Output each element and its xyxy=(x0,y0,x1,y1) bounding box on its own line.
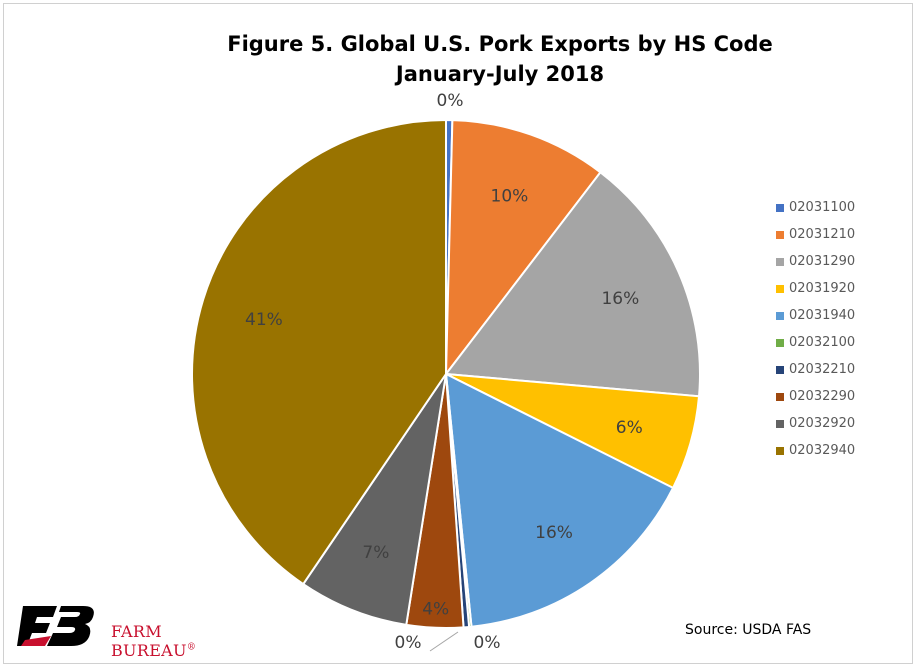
pie-data-labels: 0%10%16%6%16%0% 0%4%7%41% xyxy=(245,91,643,653)
source-note: Source: USDA FAS xyxy=(685,622,812,638)
logo-text: FARM BUREAU xyxy=(111,622,187,660)
legend-swatch xyxy=(776,311,784,320)
leader-line-02032100 xyxy=(429,631,459,652)
legend-swatch xyxy=(776,365,784,374)
title-line: Figure 5. Global U.S. Pork Exports by HS… xyxy=(227,32,773,56)
label-leader-lines xyxy=(429,631,459,652)
legend-item-02032920: 02032920 xyxy=(776,410,855,437)
legend-item-02032100: 02032100 xyxy=(776,329,855,356)
legend-label: 02031920 xyxy=(789,281,856,296)
legend-label: 02032940 xyxy=(789,443,856,458)
legend-item-02032290: 02032290 xyxy=(776,383,855,410)
farm-bureau-logo-text: FARM BUREAU® xyxy=(111,622,247,660)
legend-item-02031210: 02031210 xyxy=(776,221,855,248)
data-label-02031210: 10% xyxy=(491,186,529,206)
legend-item-02031290: 02031290 xyxy=(776,248,855,275)
legend-swatch xyxy=(776,338,784,347)
legend-label: 02031290 xyxy=(789,254,856,269)
data-label-02032940: 41% xyxy=(245,310,283,330)
legend-label: 02032210 xyxy=(789,362,856,377)
legend-swatch xyxy=(776,392,784,401)
legend-label: 02032920 xyxy=(789,416,856,431)
data-label-02032920: 7% xyxy=(362,543,389,563)
data-label-02031920: 6% xyxy=(616,418,643,438)
farm-bureau-logo: FARM BUREAU® xyxy=(17,604,247,660)
legend-label: 02032290 xyxy=(789,389,856,404)
pie-slice-02032940 xyxy=(191,118,447,586)
subtitle-line: January-July 2018 xyxy=(395,62,605,86)
legend-item-02032210: 02032210 xyxy=(776,356,855,383)
data-label-02032290: 4% xyxy=(422,599,449,619)
legend-swatch xyxy=(776,257,784,266)
data-label-02032210: 0% xyxy=(474,633,501,653)
legend: 02031100 02031210 02031290 02031920 02031940… xyxy=(776,194,855,464)
legend-swatch xyxy=(776,446,784,455)
legend-swatch xyxy=(776,284,784,293)
pie-slices xyxy=(191,118,701,629)
data-label-02032100: 0% xyxy=(395,633,422,653)
chart-title: Figure 5. Global U.S. Pork Exports by HS… xyxy=(180,29,820,89)
data-label-02031290: 16% xyxy=(601,289,639,309)
legend-item-02031920: 02031920 xyxy=(776,275,855,302)
legend-item-02031940: 02031940 xyxy=(776,302,855,329)
legend-swatch xyxy=(776,230,784,239)
logo-registered-mark: ® xyxy=(186,642,197,653)
legend-label: 02031940 xyxy=(789,308,856,323)
legend-swatch xyxy=(776,419,784,428)
legend-label: 02031100 xyxy=(789,200,856,215)
pie-slice-02031210 xyxy=(444,119,602,378)
legend-label: 02032100 xyxy=(789,335,856,350)
data-label-02031940: 16% xyxy=(535,523,573,543)
farm-bureau-logo-mark-icon xyxy=(17,606,94,646)
pie-slice-02031290 xyxy=(444,170,701,398)
data-label-02031100: 0% xyxy=(437,91,464,111)
legend-item-02032940: 02032940 xyxy=(776,437,855,464)
legend-label: 02031210 xyxy=(789,227,856,242)
legend-item-02031100: 02031100 xyxy=(776,194,855,221)
pie-slice-02031940 xyxy=(444,372,675,628)
pie-slice-02032920 xyxy=(301,373,447,627)
legend-swatch xyxy=(776,203,784,212)
